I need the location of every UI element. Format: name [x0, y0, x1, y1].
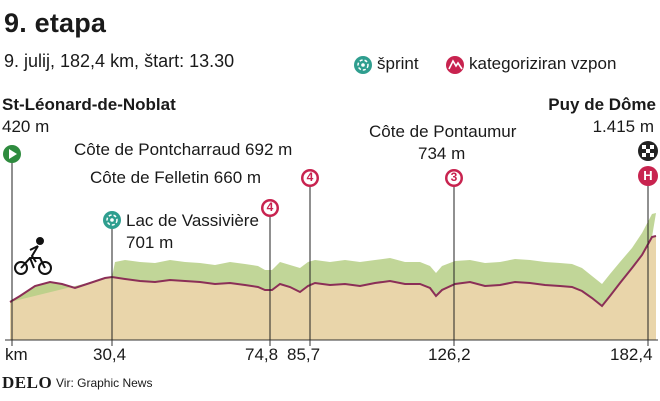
legend-sprint-icon — [354, 56, 372, 74]
climb-label-felletin: Côte de Felletin 660 m — [90, 168, 262, 187]
axis-tick-label: 182,4 — [610, 345, 653, 364]
finish-flag-icon — [638, 141, 658, 161]
climb-elevation-pontaumur: 734 m — [418, 144, 466, 163]
axis-unit-label: km — [5, 345, 28, 364]
source-logo: DELO — [2, 373, 53, 392]
stage-subtitle: 9. julij, 182,4 km, štart: 13.30 — [4, 51, 235, 71]
finish-elevation: 1.415 m — [592, 117, 654, 136]
climb-icon-pontcharraud — [301, 169, 319, 187]
axis-tick-label: 30,4 — [93, 345, 127, 364]
climb-label-pontcharraud: Côte de Pontcharraud 692 m — [74, 140, 293, 159]
start-flag-icon — [3, 145, 21, 163]
terrain-fill — [10, 236, 656, 340]
climb-category-felletin: 4 — [266, 200, 274, 214]
source-credit: Vir: Graphic News — [56, 376, 153, 390]
cyclist-icon — [14, 237, 52, 275]
start-elevation: 420 m — [2, 117, 50, 136]
climb-icon-felletin — [261, 199, 279, 217]
sprint-place-name: Lac de Vassivière — [126, 211, 259, 230]
profile-line — [9, 235, 657, 308]
legend-climb-icon — [446, 56, 464, 74]
axis-tick-label: 85,7 — [287, 345, 321, 364]
climb-category-finish: H — [643, 168, 653, 183]
axis-tick-label: 74,8 — [245, 345, 279, 364]
climb-category-pontaumur: 3 — [450, 170, 458, 184]
stage-title: 9. etapa — [4, 8, 107, 38]
terrain-ridge — [10, 213, 656, 306]
start-place-name: St-Léonard-de-Noblat — [2, 95, 176, 114]
axis-tick-label: 126,2 — [428, 345, 471, 364]
legend-climb-label: kategoriziran vzpon — [469, 54, 617, 73]
climb-icon-finish — [638, 166, 658, 186]
finish-place-name: Puy de Dôme — [548, 95, 656, 114]
sprint-icon — [103, 211, 121, 229]
sprint-elevation: 701 m — [126, 233, 174, 252]
climb-icon-pontaumur — [445, 169, 463, 187]
climb-category-pontcharraud: 4 — [306, 170, 314, 184]
climb-label-pontaumur: Côte de Pontaumur — [369, 122, 517, 141]
legend-sprint-label: šprint — [377, 54, 419, 73]
